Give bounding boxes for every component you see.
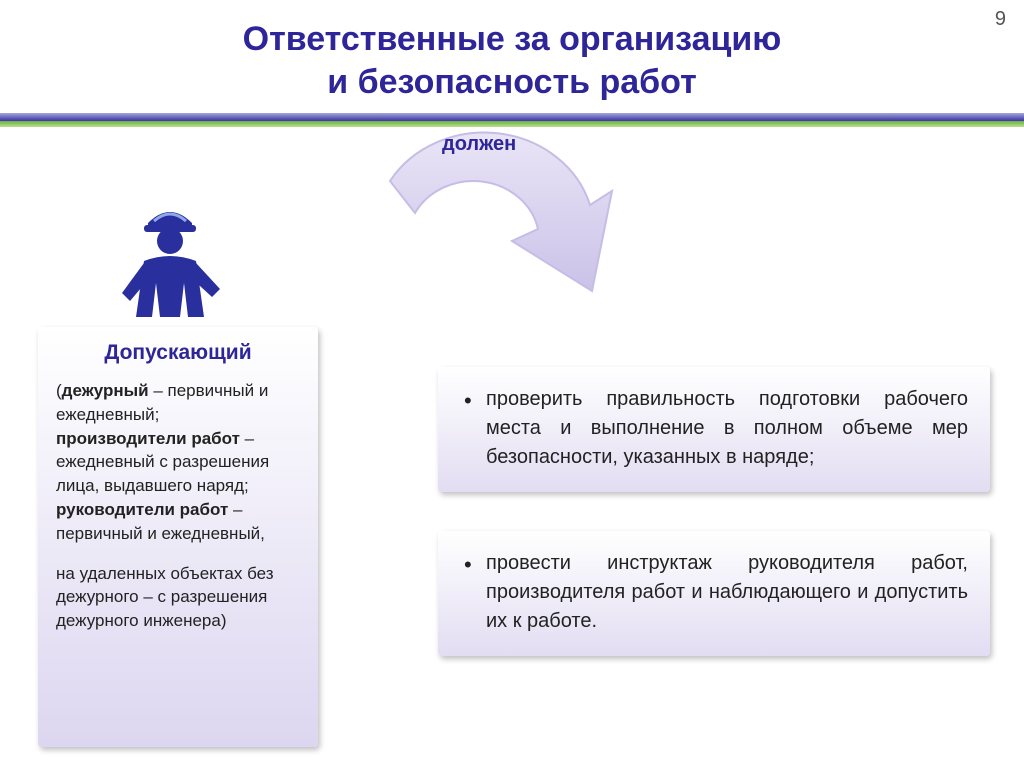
title-line1: Ответственные за организацию	[243, 20, 782, 58]
left-heading: Допускающий	[56, 341, 300, 365]
worker-icon	[110, 197, 230, 327]
right-panel-1: проверить правильность подготовки рабоче…	[438, 367, 990, 492]
duty-item-2: провести инструктаж руководителя работ, …	[464, 549, 968, 636]
left-para1: (дежурный – первичный и ежедневный; прои…	[56, 379, 300, 546]
duty-item-1: проверить правильность подготовки рабоче…	[464, 385, 968, 472]
arrow-label: должен	[442, 133, 516, 156]
slide-title: Ответственные за организацию и безопасно…	[0, 0, 1024, 103]
curved-arrow-icon	[360, 121, 660, 361]
title-line2: и безопасность работ	[327, 63, 696, 101]
left-para2: на удаленных объектах без дежурного – с …	[56, 562, 300, 633]
right-panel-2: провести инструктаж руководителя работ, …	[438, 531, 990, 656]
content-area: должен Допускающий (дежурный – первич	[0, 127, 1024, 747]
arrow-should: должен	[360, 121, 660, 361]
page-number: 9	[995, 8, 1006, 31]
left-panel-allowing: Допускающий (дежурный – первичный и ежед…	[38, 327, 318, 747]
